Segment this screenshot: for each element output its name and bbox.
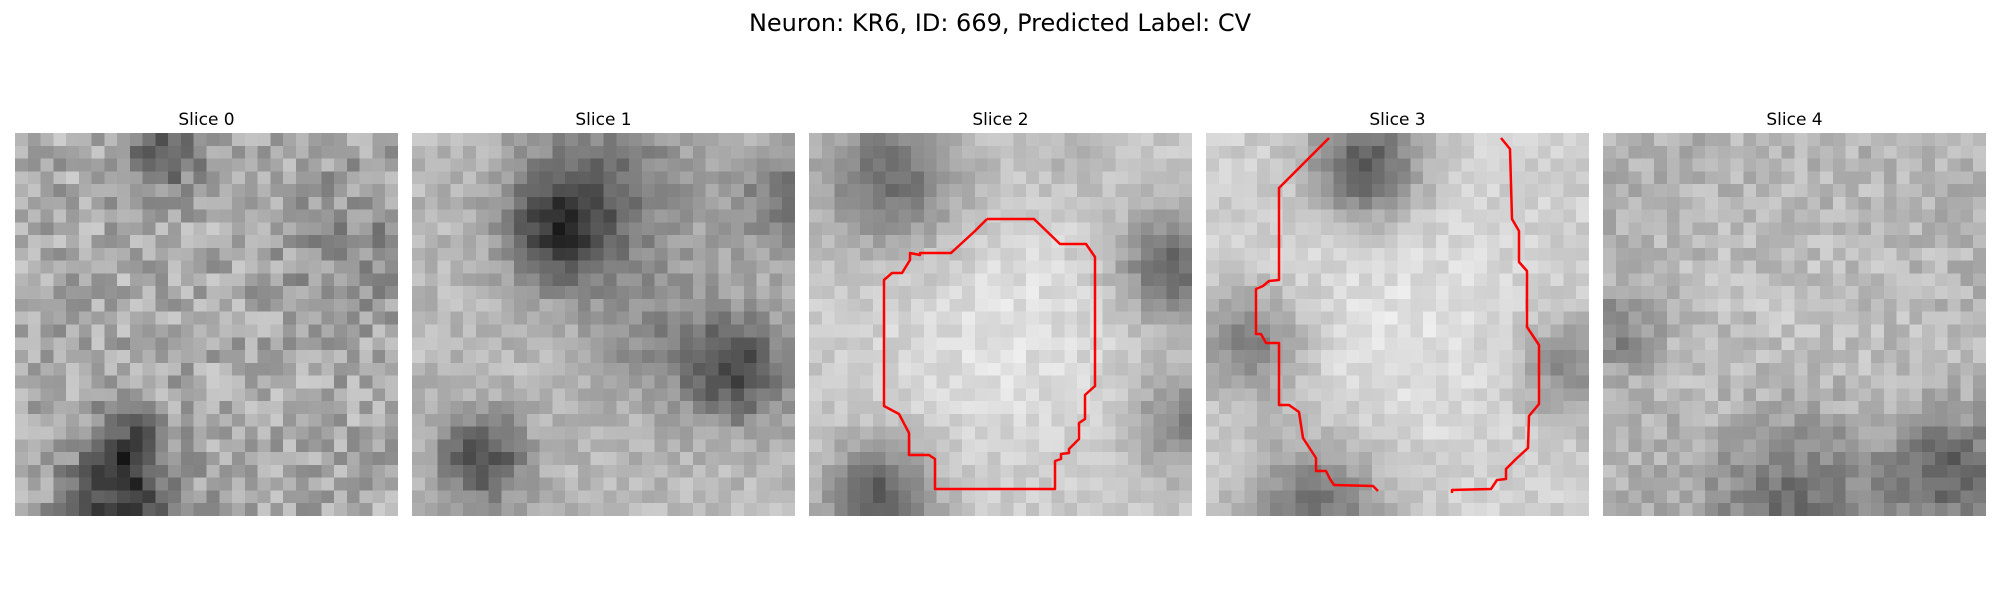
slice-title: Slice 0: [178, 110, 235, 130]
slice-image: [15, 133, 398, 516]
contour-overlay: [882, 217, 1097, 491]
contour-line: [882, 217, 1097, 491]
slice-title: Slice 1: [575, 110, 632, 130]
slice-image: [1603, 133, 1986, 516]
contour-overlay: [1254, 137, 1541, 493]
slice-image: [809, 133, 1192, 516]
slice-panel-4: Slice 4: [1603, 108, 1986, 516]
slice-title: Slice 3: [1369, 110, 1426, 130]
slice-title: Slice 2: [972, 110, 1029, 130]
contour-line: [1450, 137, 1541, 493]
slice-panel-2: Slice 2: [809, 108, 1192, 516]
slice-panel-3: Slice 3: [1206, 108, 1589, 516]
contour-line: [1254, 137, 1379, 492]
slice-panel-1: Slice 1: [412, 108, 795, 516]
slice-image: [412, 133, 795, 516]
figure-title: Neuron: KR6, ID: 669, Predicted Label: C…: [748, 9, 1252, 37]
slice-title: Slice 4: [1766, 110, 1823, 130]
slice-panel-0: Slice 0: [15, 108, 398, 516]
